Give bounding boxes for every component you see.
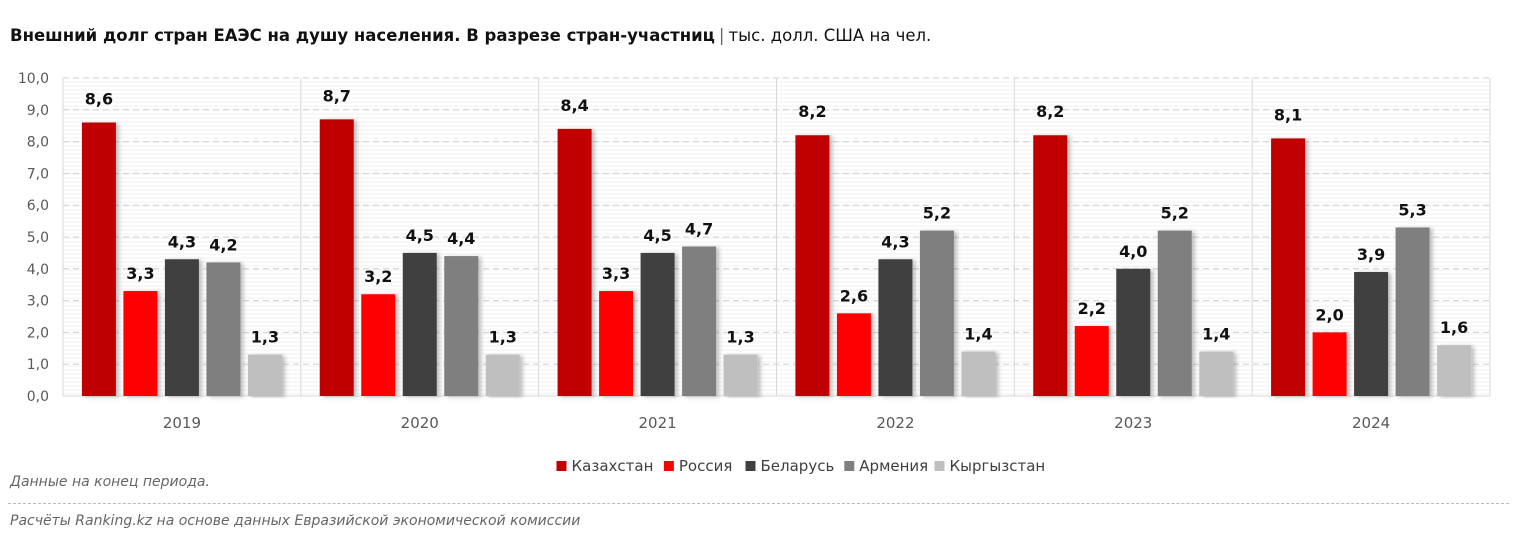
legend-label: Кыргызстан [950, 457, 1046, 475]
bar-Кыргызстан [247, 354, 282, 396]
data-label: 3,3 [602, 264, 630, 283]
data-label: 8,7 [323, 86, 351, 105]
y-tick-label: 3,0 [27, 294, 49, 310]
data-label: 8,6 [85, 90, 113, 109]
x-tick-label: 2024 [1352, 414, 1390, 432]
footer-divider [8, 503, 1509, 504]
bar-Россия [1074, 326, 1109, 396]
bar-Казахстан [319, 119, 354, 396]
bar-Армения [919, 230, 954, 396]
bar-Россия [599, 291, 634, 396]
data-label: 8,2 [798, 102, 826, 121]
bar-Армения [682, 246, 717, 396]
y-tick-label: 2,0 [27, 325, 49, 341]
bar-chart: 0,0 1,0 2,0 3,0 4,0 5,0 6,0 7,0 8,0 9,0 10,0 2019 8,… [18, 71, 1491, 475]
legend-swatch [844, 461, 855, 471]
legend-swatch [934, 461, 945, 471]
y-tick-label: 9,0 [27, 103, 49, 119]
legend-swatch [745, 461, 756, 471]
data-label: 3,2 [364, 267, 392, 286]
bar-Беларусь [1116, 268, 1151, 396]
bar-Армения [444, 256, 479, 396]
data-label: 4,7 [685, 220, 713, 239]
title-main: Внешний долг стран ЕАЭС на душу населени… [10, 26, 715, 45]
bar-Казахстан [81, 122, 116, 397]
y-tick-label: 8,0 [27, 135, 49, 151]
data-label: 4,5 [643, 226, 671, 245]
data-label: 8,4 [560, 96, 588, 115]
chart-title: Внешний долг стран ЕАЭС на душу населени… [10, 26, 931, 45]
data-label: 4,0 [1119, 242, 1147, 261]
period-note: Данные на конец периода. [10, 474, 210, 490]
data-label: 4,3 [881, 232, 909, 251]
data-label: 2,0 [1315, 305, 1343, 324]
x-tick-label: 2022 [876, 414, 914, 432]
data-label: 8,1 [1274, 105, 1302, 124]
legend-swatch [556, 461, 567, 471]
bar-Кыргызстан [961, 351, 996, 396]
bar-Беларусь [640, 252, 675, 396]
data-label: 2,2 [1078, 299, 1106, 318]
data-label: 1,3 [251, 328, 279, 347]
bar-Казахстан [1271, 138, 1306, 397]
y-tick-label: 4,0 [27, 262, 49, 278]
legend-label: Армения [859, 457, 928, 475]
y-tick-label: 0,0 [27, 389, 49, 405]
data-label: 5,2 [923, 204, 951, 223]
title-unit: тыс. долл. США на чел. [728, 26, 932, 45]
bar-Беларусь [164, 259, 199, 396]
title-separator: | [718, 26, 725, 45]
data-label: 3,9 [1357, 245, 1385, 264]
data-label: 4,2 [209, 235, 237, 254]
y-tick-label: 1,0 [27, 357, 49, 373]
data-label: 1,3 [726, 328, 754, 347]
bar-Россия [1312, 332, 1347, 396]
bar-Кыргызстан [1199, 351, 1234, 396]
data-label: 8,2 [1036, 102, 1064, 121]
x-tick-label: 2020 [401, 414, 439, 432]
bar-Армения [1157, 230, 1192, 396]
bar-Беларусь [1354, 271, 1389, 396]
bar-Кыргызстан [1437, 345, 1472, 396]
bar-Казахстан [557, 128, 592, 396]
bar-Кыргызстан [723, 354, 758, 396]
data-label: 3,3 [126, 264, 154, 283]
legend-label: Россия [679, 457, 733, 475]
data-label: 4,4 [447, 229, 475, 248]
bar-Казахстан [1033, 135, 1068, 397]
data-label: 1,3 [489, 328, 517, 347]
data-label: 4,3 [168, 232, 196, 251]
legend-label: Беларусь [761, 457, 835, 475]
data-label: 1,6 [1440, 318, 1468, 337]
x-tick-label: 2019 [163, 414, 201, 432]
bar-Беларусь [878, 259, 913, 396]
data-label: 2,6 [840, 286, 868, 305]
y-tick-label: 7,0 [27, 166, 49, 182]
y-tick-label: 5,0 [27, 230, 49, 246]
bar-Армения [206, 262, 241, 396]
data-label: 5,2 [1161, 204, 1189, 223]
bar-Россия [361, 294, 396, 396]
bar-Казахстан [795, 135, 830, 397]
data-label: 5,3 [1398, 200, 1426, 219]
bar-Россия [123, 291, 158, 396]
legend-label: Казахстан [572, 457, 654, 475]
x-tick-label: 2021 [638, 414, 676, 432]
y-tick-label: 10,0 [18, 71, 49, 87]
source-note: Расчёты Ranking.kz на основе данных Евра… [10, 513, 581, 529]
legend-swatch [663, 461, 674, 471]
data-label: 4,5 [406, 226, 434, 245]
y-tick-label: 6,0 [27, 198, 49, 214]
bar-Армения [1395, 227, 1430, 396]
data-label: 1,4 [964, 324, 992, 343]
x-tick-label: 2023 [1114, 414, 1152, 432]
bar-Беларусь [402, 252, 437, 396]
bar-Кыргызстан [485, 354, 520, 396]
data-label: 1,4 [1202, 324, 1230, 343]
bar-Россия [836, 313, 871, 396]
